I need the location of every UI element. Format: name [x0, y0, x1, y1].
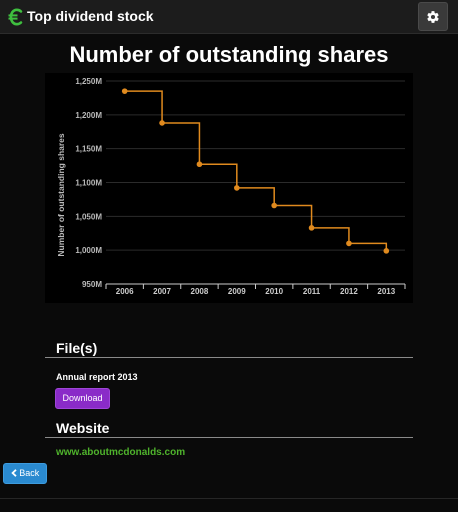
back-label: Back — [19, 468, 40, 478]
x-tick-label: 2010 — [265, 287, 283, 296]
settings-button[interactable] — [418, 2, 448, 31]
website-heading: Website — [56, 420, 110, 436]
data-point — [271, 202, 277, 209]
shares-chart: 950M 1,000M 1,050M 1,100M 1,150M 1,200M 1,250M… — [45, 73, 413, 303]
files-heading: File(s) — [56, 340, 98, 356]
gear-icon — [427, 10, 439, 23]
data-point — [159, 120, 165, 126]
y-tick-label: 1,150M — [75, 145, 102, 154]
y-tick-label: 1,000M — [75, 246, 102, 255]
y-tick-label: 1,250M — [75, 77, 102, 86]
series-line — [124, 90, 388, 251]
app-title: Top dividend stock — [27, 8, 154, 24]
x-tick-label: 2009 — [228, 287, 246, 296]
x-tick-label: 2006 — [116, 287, 134, 296]
data-point — [308, 225, 315, 231]
data-point — [121, 88, 128, 94]
y-tick-label: 950M — [82, 280, 102, 289]
file-label: Annual report 2013 — [56, 372, 138, 382]
data-point — [383, 248, 390, 254]
page-title: Number of outstanding shares — [69, 42, 389, 67]
data-point — [346, 240, 352, 247]
x-tick-label: 2007 — [153, 287, 171, 296]
back-button[interactable]: Back — [3, 463, 47, 484]
data-point — [234, 185, 240, 191]
x-tick-label: 2008 — [191, 287, 209, 296]
footer-divider — [0, 498, 458, 499]
data-point — [196, 161, 203, 168]
x-tick-label: 2011 — [303, 287, 321, 296]
x-tick-label: 2012 — [340, 287, 358, 296]
website-link[interactable]: www.aboutmcdonalds.com — [56, 447, 186, 458]
download-button[interactable]: Download — [55, 388, 110, 409]
files-divider — [45, 357, 413, 358]
app-header: Top dividend stock — [0, 0, 458, 34]
chart-svg: 950M 1,000M 1,050M 1,100M 1,150M 1,200M 1,250M… — [56, 77, 406, 296]
y-tick-label: 1,200M — [75, 111, 102, 120]
y-axis-label: Number of outstanding shares — [56, 133, 66, 257]
euro-icon — [8, 8, 23, 26]
chevron-left-icon — [11, 468, 17, 477]
x-tick-label: 2013 — [377, 287, 395, 296]
y-tick-label: 1,050M — [75, 212, 102, 221]
website-divider — [45, 437, 413, 438]
y-tick-label: 1,100M — [75, 179, 102, 188]
